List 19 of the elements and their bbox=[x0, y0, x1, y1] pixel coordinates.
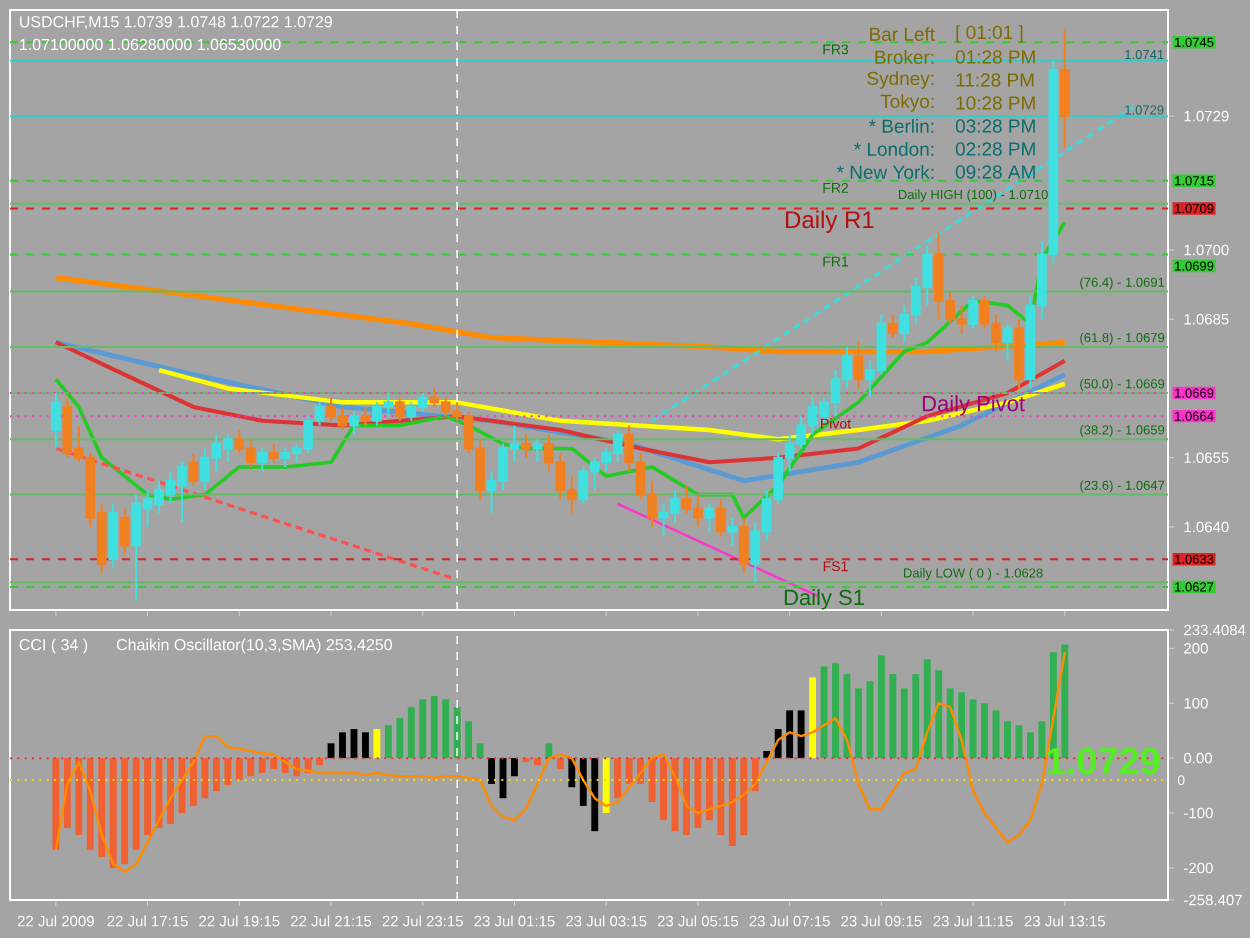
annotation: 09:28 AM bbox=[955, 165, 1035, 179]
chart-title: USDCHF,M15 1.0739 1.0748 1.0722 1.0729 bbox=[20, 16, 333, 30]
annotation: 1.0729 bbox=[1047, 747, 1160, 775]
annotation: 03:28 PM bbox=[955, 119, 1035, 133]
annotation: 11:28 PM bbox=[956, 73, 1034, 87]
annotation: Sydney: bbox=[867, 71, 934, 89]
annotation: [ 01:01 ] bbox=[956, 25, 1023, 43]
annotation: Tokyo: bbox=[880, 94, 934, 112]
text: 1.07100000 1.06280000 1.06530000 bbox=[20, 38, 281, 51]
annotation: Bar Left bbox=[870, 27, 935, 41]
annotation: Daily S1 bbox=[784, 589, 864, 610]
annotation: * Berlin: bbox=[868, 119, 934, 133]
annotation: Daily R1 bbox=[786, 210, 874, 233]
annotation: * London: bbox=[854, 142, 934, 156]
text: CCI ( 34 ) bbox=[19, 638, 88, 654]
annotation: * New York: bbox=[836, 165, 934, 179]
annotation: 10:28 PM bbox=[956, 96, 1035, 110]
text: Chaikin Oscillator(10,3,SMA) 253.4250 bbox=[116, 638, 392, 654]
annotation: 02:28 PM bbox=[955, 142, 1035, 156]
